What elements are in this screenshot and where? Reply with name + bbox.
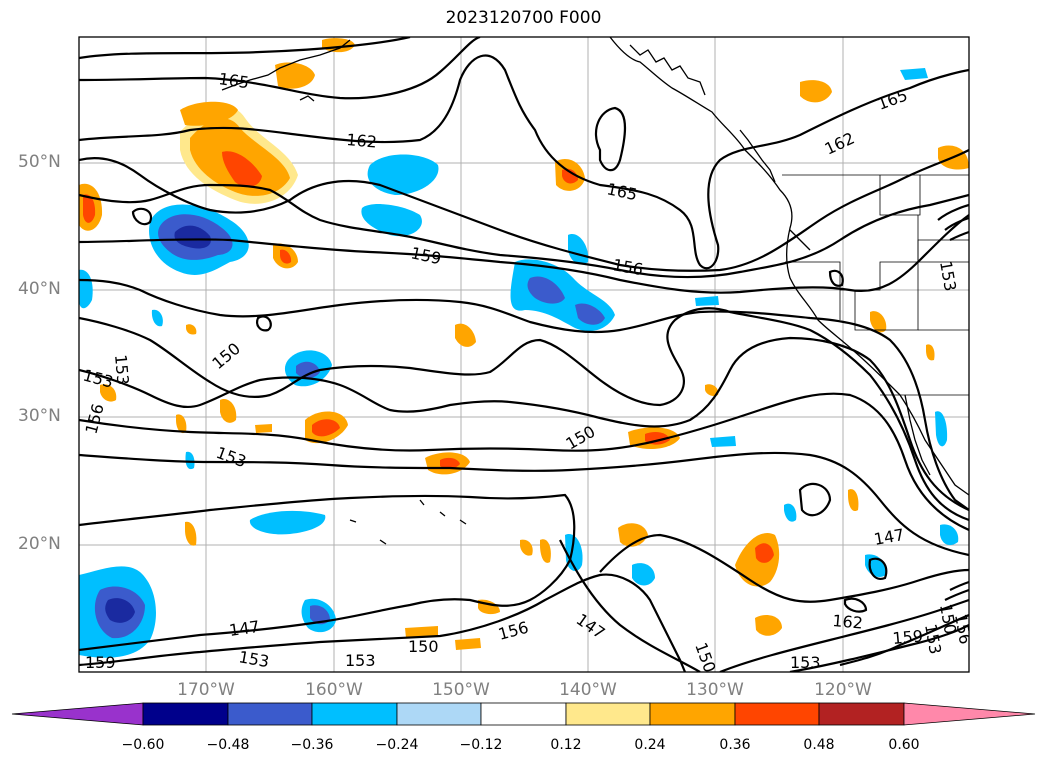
lon-label: 170°W <box>177 680 235 700</box>
colorbar-tick-label: −0.12 <box>459 737 503 753</box>
contour-label: 162 <box>346 130 378 152</box>
contour-label: 150 <box>408 637 439 656</box>
colorbar <box>11 702 1036 726</box>
contour-label: 156 <box>951 612 975 645</box>
contour-label: 159 <box>85 653 116 672</box>
contour-label: 153 <box>345 651 376 670</box>
height-contours <box>79 37 969 672</box>
lon-label: 130°W <box>686 680 744 700</box>
map-plot-area: 165 162 165 159 156 153 150 153 156 153 … <box>79 37 975 672</box>
colorbar-extend-low <box>11 702 144 726</box>
colorbar-tick-label: 0.48 <box>803 737 835 753</box>
contour-label: 147 <box>228 617 261 640</box>
contour-label: 162 <box>832 611 864 633</box>
lon-label: 160°W <box>305 680 363 700</box>
contour-label: 153 <box>111 354 133 386</box>
lat-label: 30°N <box>18 406 61 426</box>
map-title: 2023120700 F000 <box>445 8 602 28</box>
colorbar-tick-label: 0.24 <box>634 737 666 753</box>
contour-label: 153 <box>790 653 821 672</box>
contour-label: 159 <box>892 626 924 648</box>
colorbar-tick-label: −0.24 <box>375 737 419 753</box>
lat-label: 50°N <box>18 152 61 172</box>
lon-label: 150°W <box>432 680 490 700</box>
colorbar-tick-label: −0.60 <box>121 737 165 753</box>
contour-label: 165 <box>217 69 250 92</box>
colorbar-extend-high <box>903 702 1036 726</box>
map-frame <box>78 36 970 673</box>
lon-label: 120°W <box>814 680 872 700</box>
colorbar-tick-label: 0.12 <box>550 737 582 753</box>
colorbar-tick-label: −0.36 <box>290 737 334 753</box>
colorbar-tick-label: 0.60 <box>888 737 920 753</box>
lat-label: 40°N <box>18 279 61 299</box>
lon-label: 140°W <box>559 680 617 700</box>
lat-label: 20°N <box>18 534 61 554</box>
colorbar-tick-label: −0.48 <box>206 737 250 753</box>
colorbar-tick-label: 0.36 <box>719 737 751 753</box>
